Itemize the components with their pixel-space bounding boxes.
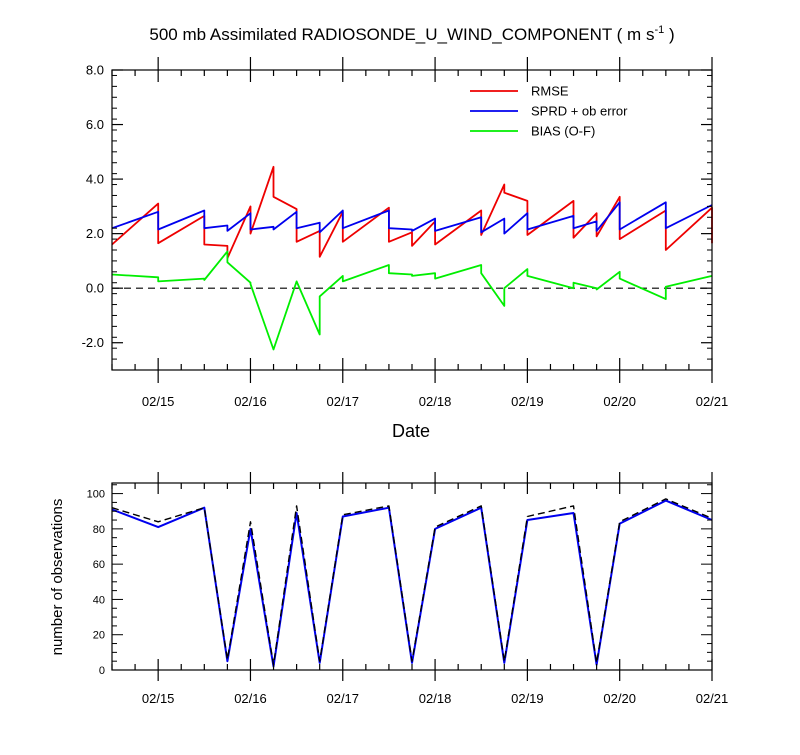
top-ticks-group [111, 57, 713, 383]
bottom-y-axis-label: number of observations [49, 499, 66, 656]
legend-label-1: SPRD + ob error [531, 104, 628, 119]
bottom-y-tick-label: 100 [87, 489, 105, 501]
bottom-x-tick-label: 02/15 [142, 691, 175, 706]
bottom-ticks-group [111, 472, 713, 681]
top-y-tick-label: 4.0 [86, 172, 104, 187]
legend: RMSE SPRD + ob error BIAS (O-F) [470, 84, 628, 139]
bottom-y-tick-label: 40 [93, 594, 105, 606]
bottom-y-tick-label: 80 [93, 524, 105, 536]
bottom-x-tick-label: 02/18 [419, 691, 452, 706]
top-y-tick-label: 8.0 [86, 63, 104, 78]
bottom-y-tick-label: 20 [93, 630, 105, 642]
chart-title: 500 mb Assimilated RADIOSONDE_U_WIND_COM… [149, 24, 674, 44]
bottom-x-tick-label: 02/17 [326, 691, 359, 706]
top-y-tick-label: -2.0 [82, 335, 104, 350]
top-tick-labels: -2.0 0.0 2.0 4.0 6.0 8.0 02/15 02/16 02/17 02/18 0… [82, 63, 729, 410]
top-x-tick-label: 02/21 [696, 394, 729, 409]
top-series-group [111, 165, 713, 351]
legend-label-2: BIAS (O-F) [531, 124, 595, 139]
top-y-tick-label: 2.0 [86, 226, 104, 241]
top-x-tick-label: 02/18 [419, 394, 452, 409]
top-x-tick-label: 02/16 [234, 394, 267, 409]
top-y-tick-label: 0.0 [86, 281, 104, 296]
top-x-tick-label: 02/17 [326, 394, 359, 409]
bottom-x-tick-label: 02/16 [234, 691, 267, 706]
top-series-line-1 [111, 201, 713, 235]
bottom-tick-labels: 0 20 40 60 80 100 02/15 02/16 02/17 02/18 02/19 02/… [87, 489, 729, 706]
bottom-x-tick-label: 02/21 [696, 691, 729, 706]
legend-label-0: RMSE [531, 84, 569, 99]
top-x-axis-label: Date [392, 421, 430, 441]
bottom-x-tick-label: 02/20 [603, 691, 636, 706]
top-x-tick-label: 02/20 [603, 394, 636, 409]
top-series-line-0 [111, 165, 713, 260]
top-plot-frame [111, 69, 713, 371]
bottom-series-line-0 [111, 498, 713, 666]
bottom-y-tick-label: 60 [93, 559, 105, 571]
bottom-series-line-1 [111, 499, 713, 668]
bottom-x-tick-label: 02/19 [511, 691, 544, 706]
top-series-line-2 [111, 250, 713, 351]
bottom-series-group [111, 498, 713, 668]
top-y-tick-label: 6.0 [86, 117, 104, 132]
top-x-tick-label: 02/15 [142, 394, 175, 409]
bottom-plot-frame [111, 482, 713, 671]
bottom-y-tick-label: 0 [99, 665, 105, 677]
top-x-tick-label: 02/19 [511, 394, 544, 409]
